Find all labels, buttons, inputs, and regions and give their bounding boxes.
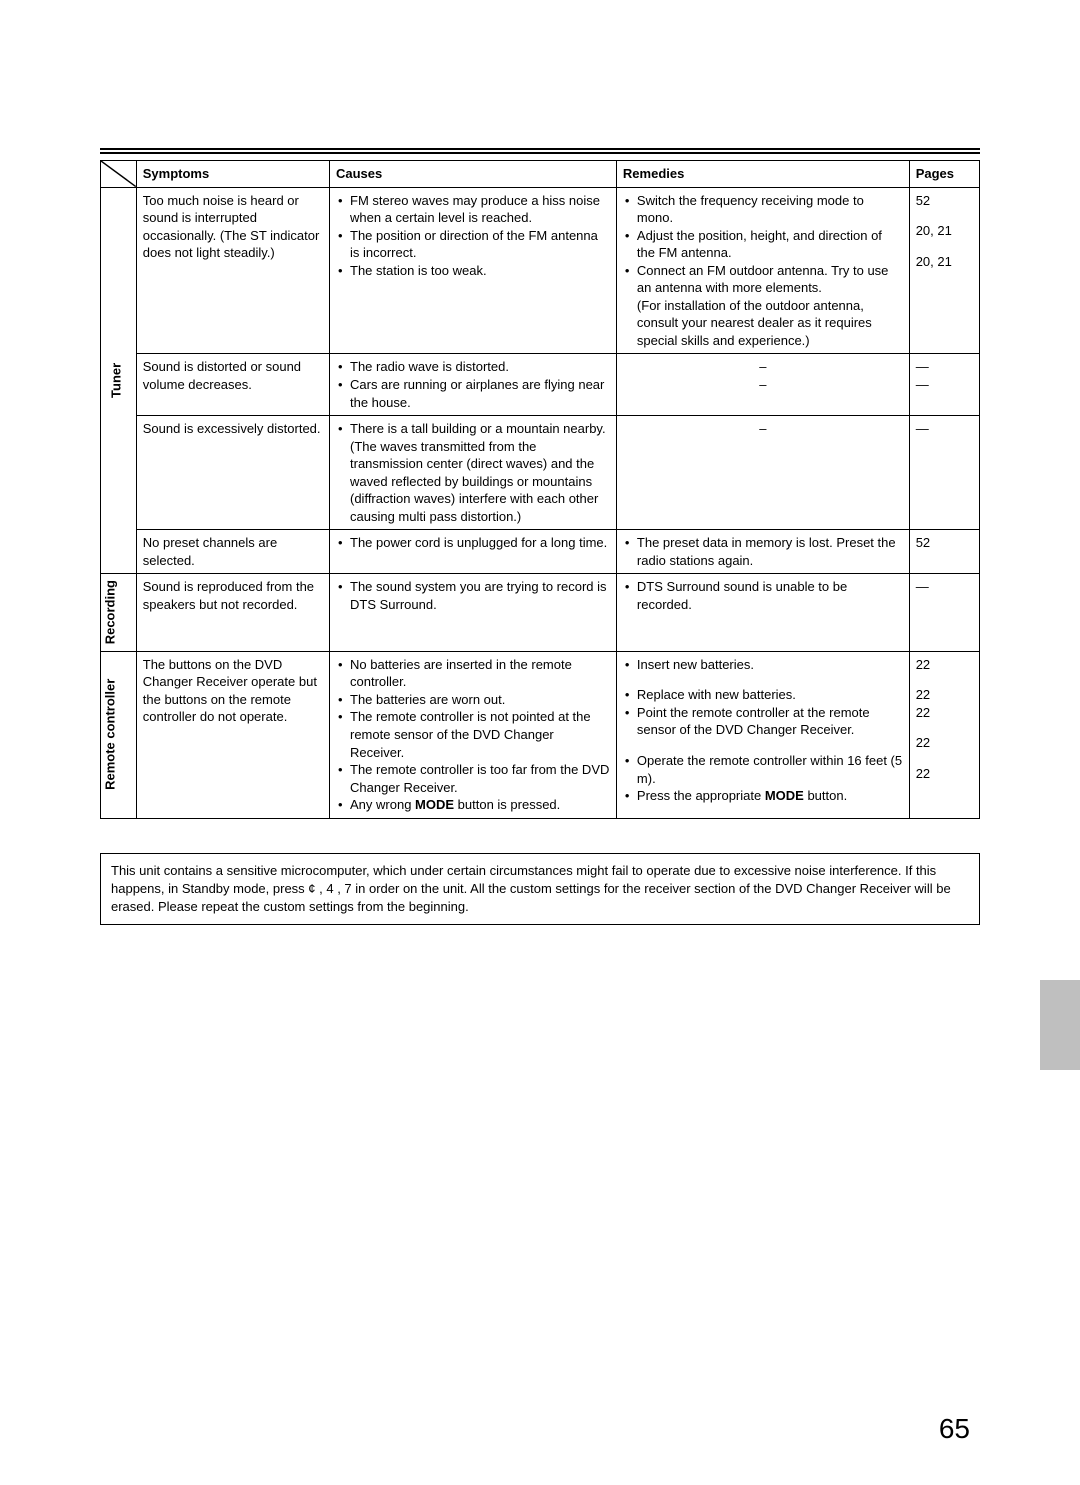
page-ref: 22: [916, 656, 973, 674]
remedies: –: [616, 416, 909, 530]
remedy-item: DTS Surround sound is unable to be recor…: [637, 578, 903, 613]
pages: 52: [909, 530, 979, 574]
remedy-item: Operate the remote controller within 16 …: [637, 752, 903, 787]
remedies: Switch the frequency receiving mode to m…: [616, 187, 909, 354]
table-row: No preset channels are selected. The pow…: [101, 530, 980, 574]
remedy-item: –: [623, 358, 903, 376]
table-row: Sound is distorted or sound volume decre…: [101, 354, 980, 416]
cause-item: No batteries are inserted in the remote …: [350, 656, 610, 691]
cause-item: Any wrong MODE button is pressed.: [350, 796, 610, 814]
page: Symptoms Causes Remedies Pages Tuner Too…: [0, 0, 1080, 1485]
remedies: – –: [616, 354, 909, 416]
causes: FM stereo waves may produce a hiss noise…: [330, 187, 617, 354]
remedy-item: Switch the frequency receiving mode to m…: [637, 192, 903, 227]
symptom: Sound is excessively distorted.: [136, 416, 329, 530]
table-row: Recording Sound is reproduced from the s…: [101, 574, 980, 651]
cause-item: The position or direction of the FM ante…: [350, 227, 610, 262]
remedy-item: Press the appropriate MODE button.: [637, 787, 903, 805]
causes: The radio wave is distorted. Cars are ru…: [330, 354, 617, 416]
cause-item: The sound system you are trying to recor…: [350, 578, 610, 613]
note-box: This unit contains a sensitive microcomp…: [100, 853, 980, 926]
cause-item: Cars are running or airplanes are flying…: [350, 376, 610, 411]
cause-item: The radio wave is distorted.: [350, 358, 610, 376]
remedy-item: Adjust the position, height, and directi…: [637, 227, 903, 262]
category-recording: Recording: [101, 574, 137, 651]
remedy-item: The preset data in memory is lost. Prese…: [637, 534, 903, 569]
diagonal-header: [101, 161, 137, 188]
pages: —: [909, 416, 979, 530]
causes: No batteries are inserted in the remote …: [330, 651, 617, 818]
header-symptoms: Symptoms: [136, 161, 329, 188]
page-ref: 22: [916, 704, 973, 722]
symptom: Sound is reproduced from the speakers bu…: [136, 574, 329, 651]
page-ref: 22: [916, 734, 973, 752]
pages: 22 22 22 22 22: [909, 651, 979, 818]
remedies: Insert new batteries. . Replace with new…: [616, 651, 909, 818]
table-header-row: Symptoms Causes Remedies Pages: [101, 161, 980, 188]
remedy-item: Connect an FM outdoor antenna. Try to us…: [637, 262, 903, 350]
top-rule: [100, 148, 980, 154]
remedy-item: Insert new batteries.: [637, 656, 903, 674]
cause-item: The power cord is unplugged for a long t…: [350, 534, 610, 552]
table-row: Tuner Too much noise is heard or sound i…: [101, 187, 980, 354]
page-ref: 52: [916, 192, 973, 210]
page-ref: 20, 21: [916, 253, 973, 271]
pages: —: [909, 574, 979, 651]
remedies: DTS Surround sound is unable to be recor…: [616, 574, 909, 651]
side-tab: [1040, 980, 1080, 1070]
symptom: Sound is distorted or sound volume decre…: [136, 354, 329, 416]
page-ref: —: [916, 358, 973, 376]
pages: 52 20, 21 20, 21: [909, 187, 979, 354]
cause-item: There is a tall building or a mountain n…: [350, 420, 610, 525]
troubleshooting-table: Symptoms Causes Remedies Pages Tuner Too…: [100, 160, 980, 819]
causes: There is a tall building or a mountain n…: [330, 416, 617, 530]
page-number: 65: [939, 1413, 970, 1445]
cause-item: The station is too weak.: [350, 262, 610, 280]
remedy-item: Point the remote controller at the remot…: [637, 704, 903, 739]
remedies: The preset data in memory is lost. Prese…: [616, 530, 909, 574]
causes: The power cord is unplugged for a long t…: [330, 530, 617, 574]
remedy-item: Replace with new batteries.: [637, 686, 903, 704]
header-remedies: Remedies: [616, 161, 909, 188]
page-ref: 20, 21: [916, 222, 973, 240]
table-row: Remote controller The buttons on the DVD…: [101, 651, 980, 818]
cause-item: The remote controller is too far from th…: [350, 761, 610, 796]
symptom: No preset channels are selected.: [136, 530, 329, 574]
header-pages: Pages: [909, 161, 979, 188]
cause-item: The remote controller is not pointed at …: [350, 708, 610, 761]
page-ref: 22: [916, 686, 973, 704]
header-causes: Causes: [330, 161, 617, 188]
causes: The sound system you are trying to recor…: [330, 574, 617, 651]
remedy-item: –: [623, 376, 903, 394]
symptom: The buttons on the DVD Changer Receiver …: [136, 651, 329, 818]
category-tuner: Tuner: [101, 187, 137, 574]
pages: — —: [909, 354, 979, 416]
cause-item: FM stereo waves may produce a hiss noise…: [350, 192, 610, 227]
table-row: Sound is excessively distorted. There is…: [101, 416, 980, 530]
page-ref: —: [916, 376, 973, 394]
cause-item: The batteries are worn out.: [350, 691, 610, 709]
page-ref: 22: [916, 765, 973, 783]
category-remote: Remote controller: [101, 651, 137, 818]
symptom: Too much noise is heard or sound is inte…: [136, 187, 329, 354]
